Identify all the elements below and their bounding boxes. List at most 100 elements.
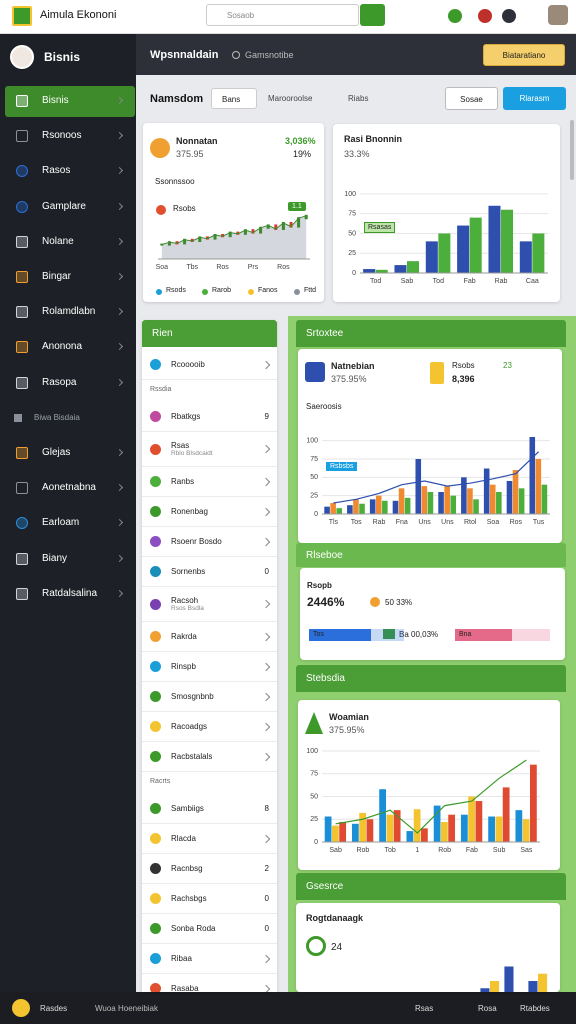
nav-icon[interactable] <box>16 447 28 459</box>
nav-icon[interactable] <box>16 587 28 600</box>
search-button[interactable] <box>360 4 385 26</box>
nav-icon[interactable] <box>16 200 28 213</box>
list-item[interactable]: Rsoenr Bosdo <box>142 527 277 557</box>
chevron[interactable] <box>261 752 271 761</box>
card-value: 375.95 <box>176 149 204 159</box>
x-tick-label: Uns <box>418 519 431 526</box>
y-tick-label: 100 <box>306 438 318 445</box>
nav-label[interactable]: Nolane <box>42 235 74 247</box>
list-item[interactable]: Racnbsg 2 <box>142 854 277 884</box>
chevron[interactable] <box>261 954 271 963</box>
chevron[interactable] <box>261 632 271 641</box>
candle <box>243 229 247 235</box>
list-item[interactable]: Ribaa <box>142 944 277 974</box>
list-item[interactable]: Ronenbag <box>142 497 277 527</box>
candle <box>175 241 179 245</box>
nav-label[interactable]: Rolamdlabn <box>42 306 96 318</box>
nav-label[interactable]: Ratdalsalina <box>42 587 98 599</box>
nav-label[interactable]: Anonona <box>42 341 83 353</box>
chevron[interactable] <box>261 692 271 701</box>
nav-icon[interactable] <box>16 376 28 389</box>
list-item[interactable]: Sonba Roda 0 <box>142 914 277 944</box>
panel-header: Rien <box>142 320 277 347</box>
bottom-search[interactable]: Wuoa Hoeneibiak <box>95 1004 159 1013</box>
nav-label[interactable]: Earloam <box>42 517 80 529</box>
bar <box>353 499 359 514</box>
nav-label[interactable]: Bisnis <box>42 95 69 106</box>
nav-icon[interactable] <box>16 165 28 178</box>
chevron[interactable] <box>261 984 271 992</box>
bar <box>394 265 407 273</box>
item-icon <box>150 863 161 874</box>
nav-icon[interactable] <box>16 341 28 354</box>
nav-label[interactable]: Biany <box>42 552 68 564</box>
button[interactable]: Rlarasm <box>503 87 566 110</box>
nav-label[interactable]: Rasos <box>42 165 71 177</box>
nav-icon[interactable] <box>16 517 28 530</box>
chart-tag: Rsbsbs <box>326 462 358 471</box>
chevron[interactable] <box>261 444 271 454</box>
search-box[interactable]: Sosaob <box>206 4 359 26</box>
list-item[interactable]: Rinspb <box>142 652 277 682</box>
list-item[interactable]: Rasaba <box>142 974 277 992</box>
chevron[interactable] <box>261 834 271 843</box>
button[interactable]: Sosae <box>445 87 498 110</box>
list-item[interactable]: Rbatkgs 9 <box>142 402 277 432</box>
list-item[interactable]: Racbstalals <box>142 742 277 772</box>
nav-icon[interactable] <box>16 482 28 495</box>
list-item[interactable]: Rsas Rblo Blsdcaidt <box>142 432 277 467</box>
icon[interactable] <box>478 9 492 23</box>
bottom-right[interactable]: Rosa <box>478 1004 497 1013</box>
nav-label[interactable]: Aonetnabna <box>42 482 96 494</box>
bottom-right[interactable]: Rtabdes <box>520 1004 550 1013</box>
filter[interactable]: Marooroolse <box>268 94 313 103</box>
list-item[interactable]: Rcooooib <box>142 350 277 380</box>
list-item[interactable]: Smosgnbnb <box>142 682 277 712</box>
icon[interactable] <box>502 9 516 23</box>
chevron[interactable] <box>261 662 271 671</box>
header-button[interactable]: Biataratiano <box>483 44 565 66</box>
link[interactable]: Riabs <box>348 94 369 103</box>
chevron[interactable] <box>261 599 271 609</box>
nav-label[interactable]: Rasopa <box>42 376 77 388</box>
nav-icon[interactable] <box>16 271 28 283</box>
list-item[interactable]: Rlacda <box>142 824 277 854</box>
chart: 0 25 50 75 100 Tod Sab Tod Fab Rab Caa <box>344 191 548 285</box>
nav-label[interactable]: Gamplare <box>42 200 86 212</box>
chevron[interactable] <box>261 477 271 486</box>
bar <box>406 831 414 842</box>
nav-icon[interactable] <box>16 552 28 565</box>
item-icon <box>150 923 161 934</box>
list-item[interactable]: Racsoh Rsos Bsdla <box>142 587 277 622</box>
list-item[interactable]: Sornenbs 0 <box>142 557 277 587</box>
chevron[interactable] <box>261 507 271 516</box>
card-change: 3,036% <box>285 136 316 146</box>
dropdown[interactable]: Bans <box>211 88 257 109</box>
item-text: Racsoh Rsos Bsdla <box>171 596 263 612</box>
list-item[interactable]: Racoadgs <box>142 712 277 742</box>
progress-label: Bna <box>459 631 472 638</box>
chevron[interactable] <box>261 537 271 546</box>
list-item[interactable]: Rachsbgs 0 <box>142 884 277 914</box>
list-item[interactable]: Ranbs <box>142 467 277 497</box>
chevron[interactable] <box>261 722 271 731</box>
nav-label[interactable]: Glejas <box>42 447 71 458</box>
list-item[interactable]: Rakrda <box>142 622 277 652</box>
bar <box>347 505 353 514</box>
bottom-right[interactable]: Rsas <box>415 1004 434 1013</box>
nav-icon[interactable] <box>16 235 28 248</box>
nav-icon[interactable] <box>16 95 28 107</box>
nav-label[interactable]: Bingar <box>42 271 71 282</box>
bottom-left[interactable]: Rasdes <box>40 1004 68 1013</box>
icon[interactable] <box>448 9 462 23</box>
nav-icon[interactable] <box>16 130 28 143</box>
chevron[interactable] <box>261 360 271 369</box>
list-item[interactable]: Sambiigs 8 <box>142 794 277 824</box>
bar <box>339 821 347 842</box>
nav-icon[interactable] <box>16 306 28 319</box>
bar <box>351 823 359 842</box>
scrollbar[interactable] <box>570 120 574 180</box>
active-item[interactable] <box>5 86 135 117</box>
nav-label[interactable]: Rsonoos <box>42 130 82 142</box>
avatar[interactable] <box>548 5 568 25</box>
